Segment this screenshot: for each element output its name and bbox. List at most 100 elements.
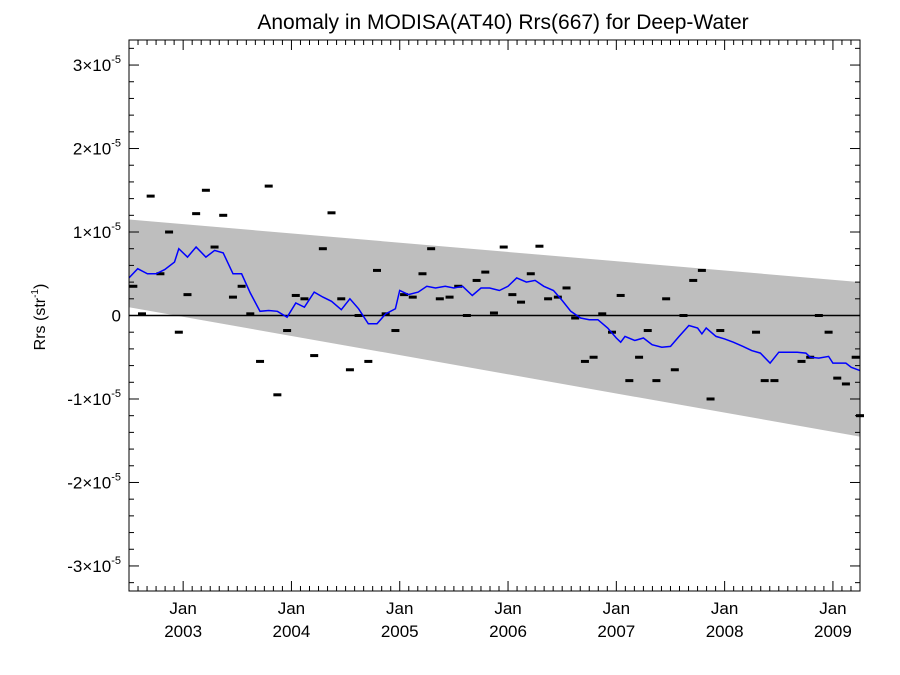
data-point-33 [427, 247, 436, 251]
x-tick-month: Jan [169, 599, 196, 618]
data-point-1 [137, 312, 146, 316]
y-tick-base: ×10 [82, 56, 111, 75]
x-tick-year: 2008 [706, 622, 744, 641]
data-point-40 [489, 311, 498, 315]
data-point-73 [833, 376, 842, 380]
x-tick-month: Jan [603, 599, 630, 618]
data-point-71 [814, 314, 823, 317]
data-point-66 [752, 330, 761, 334]
data-point-31 [408, 295, 417, 299]
x-tick-year: 2003 [164, 622, 202, 641]
data-point-0 [129, 284, 138, 288]
y-tick-base: ×10 [82, 223, 111, 242]
y-tick-label: 3×10-5 [73, 54, 121, 75]
x-tick-month: Jan [711, 599, 738, 618]
plot-area [128, 184, 864, 437]
data-point-57 [643, 329, 652, 333]
y-axis-title-close: ) [32, 284, 49, 289]
data-point-46 [544, 297, 553, 301]
data-point-2 [146, 194, 155, 198]
data-point-54 [616, 293, 625, 297]
y-tick-base: ×10 [82, 390, 111, 409]
y-tick-mantissa: -1 [67, 390, 82, 409]
data-point-9 [210, 245, 219, 249]
axes: -3×10-5-2×10-5-1×10-501×10-52×10-53×10-5… [67, 39, 861, 641]
data-point-15 [264, 184, 273, 188]
data-point-45 [535, 244, 544, 248]
data-point-41 [499, 245, 508, 249]
y-tick-exponent: -5 [111, 388, 121, 400]
data-point-37 [462, 314, 471, 317]
data-point-34 [435, 297, 444, 301]
data-point-60 [670, 368, 679, 372]
data-point-27 [372, 268, 381, 272]
data-point-63 [697, 268, 706, 272]
y-tick-mantissa: -3 [67, 557, 82, 576]
data-point-11 [228, 295, 237, 299]
y-tick-base: ×10 [82, 140, 111, 159]
y-tick-exponent: -5 [111, 471, 121, 483]
data-point-68 [770, 379, 779, 383]
x-tick-year: 2004 [273, 622, 311, 641]
data-point-36 [454, 284, 463, 288]
y-tick-mantissa: 1 [73, 223, 82, 242]
x-tick-year: 2005 [381, 622, 419, 641]
y-tick-exponent: -5 [111, 138, 121, 150]
data-point-22 [327, 211, 336, 215]
data-point-49 [571, 316, 580, 320]
data-point-5 [174, 330, 183, 334]
y-tick-mantissa: 0 [112, 307, 121, 326]
y-tick-label: -1×10-5 [67, 388, 121, 409]
x-tick-month: Jan [494, 599, 521, 618]
data-point-13 [246, 312, 255, 316]
data-point-48 [562, 286, 571, 290]
data-point-24 [345, 368, 354, 372]
data-point-72 [824, 330, 833, 334]
data-point-20 [310, 354, 319, 358]
y-tick-label: 0 [112, 307, 121, 326]
data-point-65 [716, 329, 725, 333]
confidence-band [129, 219, 860, 437]
y-tick-mantissa: 2 [73, 140, 82, 159]
y-tick-label: -3×10-5 [67, 555, 121, 576]
data-point-32 [418, 272, 427, 276]
data-point-59 [662, 297, 671, 301]
data-point-23 [337, 297, 346, 301]
y-tick-base: ×10 [82, 557, 111, 576]
data-point-42 [508, 293, 517, 297]
data-point-17 [283, 329, 292, 333]
data-point-4 [165, 230, 174, 234]
data-point-3 [156, 272, 165, 276]
data-point-51 [589, 355, 598, 359]
data-point-47 [553, 295, 562, 299]
data-point-25 [354, 314, 363, 317]
y-tick-label: 1×10-5 [73, 221, 121, 242]
y-tick-label: 2×10-5 [73, 138, 121, 159]
x-tick-year: 2009 [814, 622, 852, 641]
series-line-1 [128, 245, 861, 372]
chart-title: Anomaly in MODISA(AT40) Rrs(667) for Dee… [257, 11, 748, 34]
data-point-62 [689, 278, 698, 282]
data-point-21 [318, 247, 327, 251]
data-point-35 [445, 295, 454, 299]
data-point-67 [760, 379, 769, 383]
data-point-44 [526, 272, 535, 276]
data-point-74 [841, 382, 850, 386]
y-tick-mantissa: 3 [73, 56, 82, 75]
data-point-50 [580, 359, 589, 363]
data-point-38 [472, 278, 481, 282]
y-tick-exponent: -5 [111, 221, 121, 233]
x-tick-year: 2006 [489, 622, 527, 641]
data-point-52 [598, 312, 607, 316]
data-point-43 [517, 300, 526, 304]
x-tick-month: Jan [819, 599, 846, 618]
y-tick-label: -2×10-5 [67, 471, 121, 492]
x-tick-month: Jan [278, 599, 305, 618]
data-point-19 [300, 297, 309, 301]
x-tick-year: 2007 [597, 622, 635, 641]
data-point-58 [652, 379, 661, 383]
data-point-29 [391, 329, 400, 333]
data-point-56 [635, 355, 644, 359]
data-point-75 [851, 355, 860, 359]
